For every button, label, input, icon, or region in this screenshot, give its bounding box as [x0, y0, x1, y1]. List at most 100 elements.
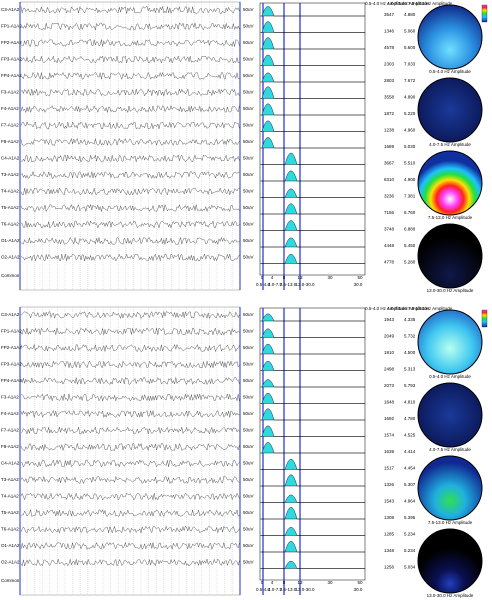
- spectrum-curve: [261, 54, 365, 66]
- amplitude-value: 1872: [384, 111, 395, 116]
- map-label: 7.5-13.0 Hz Amplitude: [428, 215, 473, 220]
- channel-label: T4-A1A2: [1, 494, 19, 499]
- eeg-trace: [20, 104, 240, 114]
- spectrum-curve: [261, 188, 365, 198]
- column-header: 0.5-4.0 Hz Amplitude: [365, 306, 407, 311]
- ratio-value: 5.280: [404, 260, 416, 265]
- band-label: 0.5-4.0: [256, 587, 271, 592]
- common-label: Common: [1, 578, 20, 583]
- channel-label: C3-A1A2: [1, 7, 20, 12]
- band-label: 0.5-4.0: [256, 282, 271, 287]
- eeg-trace: [20, 154, 240, 163]
- topo-map: [417, 528, 483, 594]
- ratio-value: 5.220: [404, 111, 416, 116]
- spectrum-curve: [261, 408, 365, 421]
- scale-label: 50uV: [243, 255, 254, 260]
- eeg-trace: [20, 459, 240, 468]
- amplitude-value: 1308: [384, 515, 395, 520]
- column-header: 7.5-13.0 Hz Amplitude: [408, 1, 453, 6]
- spectrum-curve: [261, 527, 365, 536]
- channel-label: FP1-A1A2: [1, 24, 22, 29]
- amplitude-value: 4778: [384, 260, 395, 265]
- band-label: 7.5-13.0: [280, 282, 297, 287]
- spectrum-curve: [261, 392, 365, 404]
- channel-label: T3-A1A2: [1, 477, 19, 482]
- topo-map: [417, 455, 483, 521]
- spectrum-curve: [261, 442, 365, 454]
- amplitude-value: 1648: [384, 400, 395, 405]
- spectrum-curve: [261, 21, 365, 33]
- scale-label: 50uV: [243, 510, 254, 515]
- spectrum-curve: [261, 507, 365, 520]
- eeg-trace: [20, 409, 240, 418]
- ratio-value: 4.890: [404, 95, 416, 100]
- eeg-trace: [20, 5, 240, 14]
- amplitude-value: 7156: [384, 210, 395, 215]
- eeg-trace: [20, 121, 240, 130]
- channel-label: T3-A1A2: [1, 172, 19, 177]
- scale-label: 50uV: [243, 362, 254, 367]
- eeg-trace: [20, 71, 240, 80]
- topo-map: [417, 4, 483, 70]
- channel-label: FP2-A1A2: [1, 345, 22, 350]
- ratio-value: 5.307: [404, 482, 416, 487]
- spectrum-curve: [261, 103, 365, 116]
- channel-label: F3-A1A2: [1, 90, 19, 95]
- scale-label: 50uV: [243, 560, 254, 565]
- spectrum-curve: [261, 152, 365, 165]
- amplitude-value: 1943: [384, 317, 395, 322]
- spectrum-tick: 50: [357, 580, 363, 585]
- scale-label: 50uV: [243, 7, 254, 12]
- amplitude-value: 1285: [384, 532, 395, 537]
- spectrum-curve: [261, 86, 365, 99]
- ratio-value: 5.510: [404, 161, 416, 166]
- scale-label: 50uV: [243, 238, 254, 243]
- channel-label: FP2-A1A2: [1, 40, 22, 45]
- channel-label: FP1-A1A2: [1, 329, 22, 334]
- map-label: 13.0-30.0 Hz Amplitude: [427, 593, 474, 598]
- channel-label: F7-A1A2: [1, 428, 19, 433]
- ratio-value: 5.313: [404, 367, 416, 372]
- common-label: Common: [1, 273, 20, 278]
- amplitude-value: 2303: [384, 62, 395, 67]
- amplitude-value: 1517: [384, 466, 395, 471]
- eeg-trace: [20, 541, 240, 551]
- spectrum-frame: [259, 2, 366, 276]
- channel-label: F8-A1A2: [1, 444, 19, 449]
- eeg-frame: [19, 1, 241, 291]
- eeg-trace: [20, 443, 240, 452]
- spectrum-curve: [261, 137, 365, 149]
- amplitude-value: 3748: [384, 227, 395, 232]
- spectrum-curve: [261, 494, 365, 503]
- spectrum-tick: 30: [327, 580, 333, 585]
- scale-label: 50uV: [243, 461, 254, 466]
- ratio-value: 5.060: [404, 29, 416, 34]
- channel-label: O1-A1A2: [1, 238, 20, 243]
- map-label: 0.5-4.0 Hz Amplitude: [429, 374, 471, 379]
- spectrum-curve: [261, 343, 365, 355]
- spectrum-tick: 50: [357, 275, 363, 280]
- eeg-trace: [20, 236, 240, 245]
- eeg-trace: [20, 344, 240, 353]
- scale-label: 50uV: [243, 24, 254, 29]
- eeg-trace: [20, 525, 240, 534]
- spectrum-curve: [261, 313, 365, 322]
- amplitude-value: 1543: [384, 499, 395, 504]
- topo-map: [417, 223, 483, 289]
- eeg-trace: [20, 558, 240, 567]
- scale-label: 50uV: [243, 378, 254, 383]
- spectrum-curve: [261, 253, 365, 264]
- scale-label: 50uV: [243, 123, 254, 128]
- amplitude-value: 1574: [384, 433, 395, 438]
- channel-label: T5-A1A2: [1, 510, 19, 515]
- scale-label: 50uV: [243, 411, 254, 416]
- scale-label: 50uV: [243, 139, 254, 144]
- eeg-trace: [20, 509, 240, 517]
- amplitude-value: 1256: [384, 565, 395, 570]
- scale-label: 50uV: [243, 205, 254, 210]
- column-header: 4.0-7.5 Hz Amplitude: [387, 1, 429, 6]
- amplitude-value: 3558: [384, 95, 395, 100]
- band-label: 13.0-30.0: [295, 587, 315, 592]
- spectrum-curve: [261, 379, 365, 388]
- spectrum-tick: 0: [261, 275, 264, 280]
